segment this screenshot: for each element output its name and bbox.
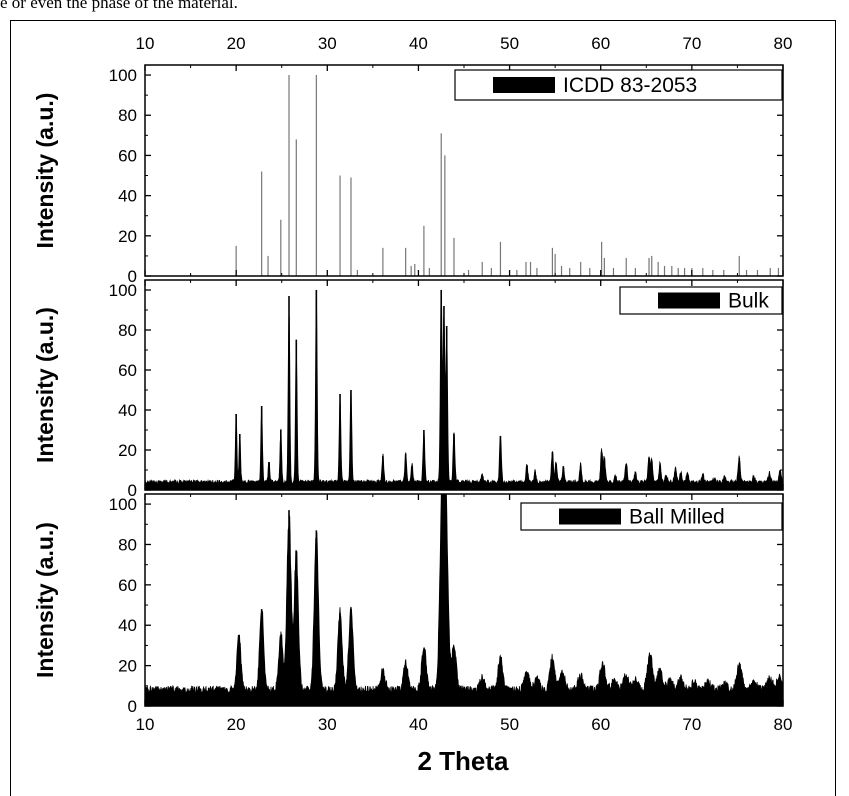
x-tick-label: 40 <box>409 715 428 734</box>
chart-panels <box>144 75 784 707</box>
y-tick-label: 80 <box>118 321 137 340</box>
y-tick-label: 20 <box>118 657 137 676</box>
y-tick-label: 60 <box>118 361 137 380</box>
x-tick-label: 10 <box>136 715 155 734</box>
x-tick-label: 60 <box>591 715 610 734</box>
y-axis-label: Intensity (a.u.) <box>32 522 58 678</box>
legend-label: Bulk <box>728 290 769 313</box>
legend-swatch <box>658 292 720 309</box>
x-tick-label-top: 50 <box>500 34 519 53</box>
y-tick-label: 80 <box>118 535 137 554</box>
y-tick-label: 40 <box>118 401 137 420</box>
x-tick-label-top: 60 <box>591 34 610 53</box>
panel-2 <box>144 290 784 491</box>
panel-1 <box>189 75 780 276</box>
x-tick-label-top: 30 <box>318 34 337 53</box>
pattern-area <box>144 292 784 491</box>
y-tick-label: 100 <box>109 281 137 300</box>
y-axis-label: Intensity (a.u.) <box>32 307 58 463</box>
chart-axes <box>144 64 784 707</box>
y-tick-label: 60 <box>118 576 137 595</box>
y-axis-label: Intensity (a.u.) <box>32 93 58 249</box>
cropped-caption-text: e or even the phase of the material. <box>0 0 238 12</box>
y-tick-label: 40 <box>118 187 137 206</box>
y-tick-label: 100 <box>109 66 137 85</box>
x-tick-label: 80 <box>774 715 793 734</box>
x-tick-label: 30 <box>318 715 337 734</box>
y-tick-label: 60 <box>118 146 137 165</box>
legend-box <box>454 69 783 101</box>
y-tick-label: 0 <box>128 481 137 500</box>
y-tick-label: 0 <box>128 697 137 716</box>
figure-frame <box>10 20 836 796</box>
legend-label: Ball Milled <box>629 506 725 529</box>
y-tick-label: 20 <box>118 441 137 460</box>
x-tick-label-top: 80 <box>774 34 793 53</box>
pattern-area <box>144 493 784 707</box>
x-tick-label-top: 40 <box>409 34 428 53</box>
x-tick-label-top: 70 <box>682 34 701 53</box>
legend-swatch <box>559 508 621 525</box>
panel-3 <box>144 493 784 707</box>
y-tick-label: 100 <box>109 495 137 514</box>
x-tick-label: 70 <box>682 715 701 734</box>
y-tick-label: 0 <box>128 267 137 286</box>
legend-label: ICDD 83-2053 <box>563 74 697 97</box>
y-tick-label: 40 <box>118 616 137 635</box>
y-tick-label: 20 <box>118 227 137 246</box>
x-axis-label: 2 Theta <box>417 746 509 776</box>
y-tick-label: 80 <box>118 106 137 125</box>
legend-swatch <box>493 77 555 93</box>
x-tick-label: 50 <box>500 715 519 734</box>
x-tick-label: 20 <box>227 715 246 734</box>
x-tick-label-top: 10 <box>136 34 155 53</box>
x-tick-label-top: 20 <box>227 34 246 53</box>
